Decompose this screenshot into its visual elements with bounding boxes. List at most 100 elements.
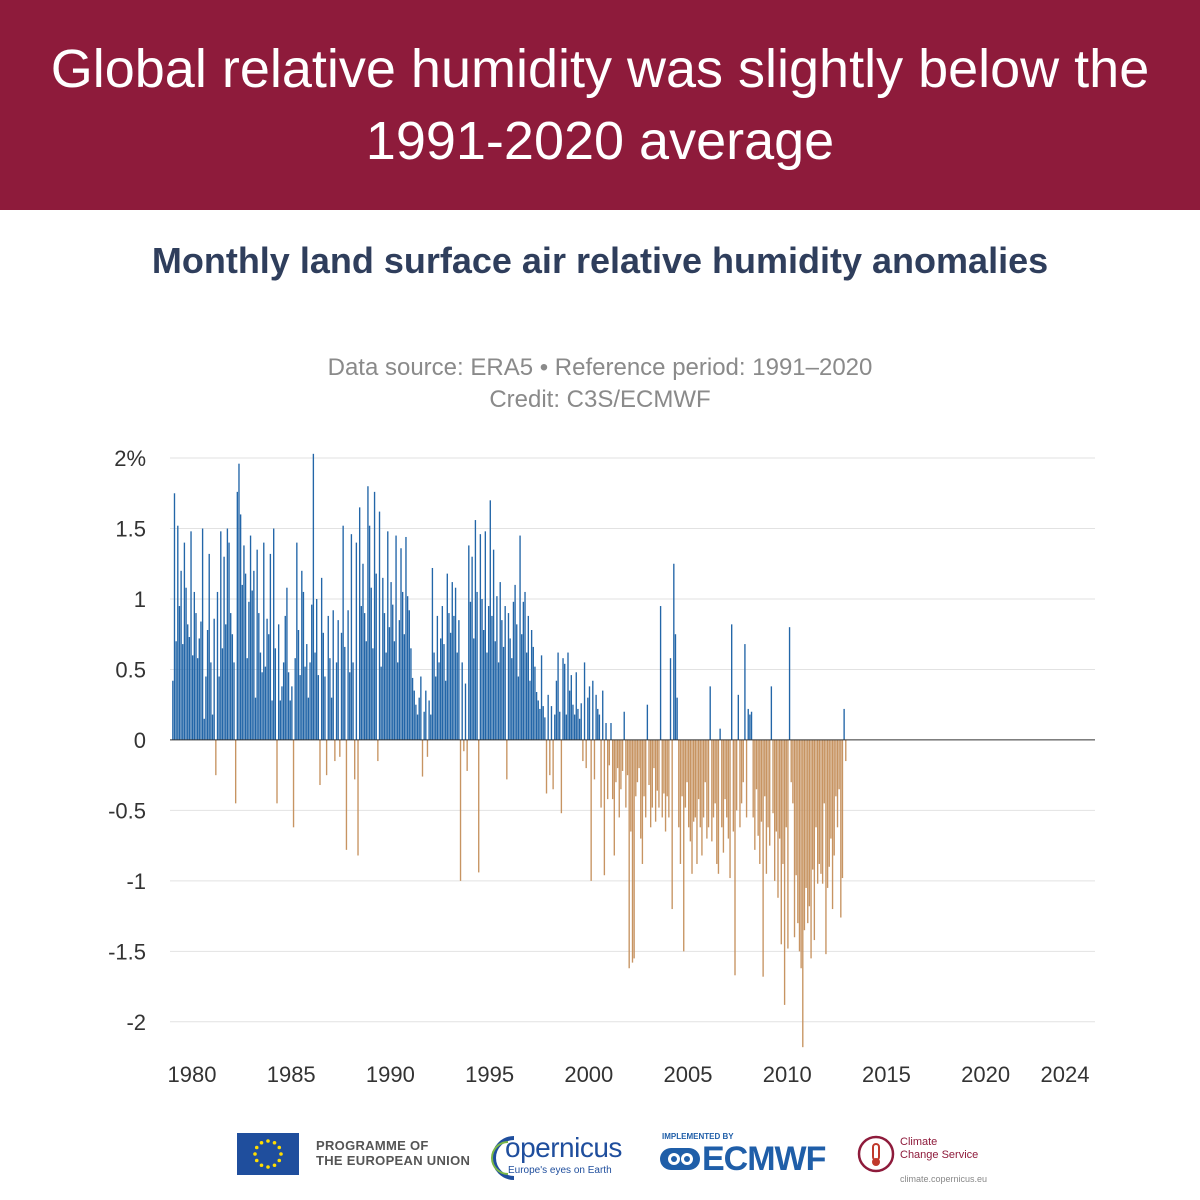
anomaly-bar xyxy=(418,697,420,740)
anomaly-bar xyxy=(826,739,829,888)
anomaly-bar xyxy=(845,739,847,762)
anomaly-bar xyxy=(661,739,663,818)
x-tick-label: 2015 xyxy=(862,1062,911,1087)
anomaly-bar xyxy=(540,655,543,740)
anomaly-bar xyxy=(266,618,268,740)
anomaly-bar xyxy=(489,500,491,740)
anomaly-bar xyxy=(550,706,553,740)
anomaly-bar xyxy=(397,662,399,740)
anomaly-bar xyxy=(798,739,801,952)
anomaly-bar xyxy=(783,739,786,1005)
anomaly-bar xyxy=(759,739,761,864)
anomaly-bar xyxy=(443,644,445,740)
anomaly-bar xyxy=(185,587,187,740)
anomaly-bar xyxy=(405,536,407,740)
anomaly-bar xyxy=(307,697,310,740)
anomaly-bar xyxy=(287,672,290,740)
eu-star-icon xyxy=(259,1163,264,1168)
climate-change-service-url: climate.copernicus.eu xyxy=(900,1174,988,1184)
anomaly-bar xyxy=(320,577,323,740)
anomaly-bar xyxy=(843,708,845,740)
anomaly-bar xyxy=(767,739,769,828)
anomaly-bar xyxy=(438,662,440,740)
eu-star-icon xyxy=(277,1158,282,1163)
anomaly-bar xyxy=(180,570,182,740)
anomaly-bar xyxy=(352,662,354,740)
anomaly-bar xyxy=(583,662,586,740)
anomaly-bar xyxy=(833,739,835,856)
anomaly-bar xyxy=(291,686,293,740)
anomaly-bar xyxy=(413,690,415,740)
anomaly-bar xyxy=(244,573,247,740)
anomaly-bar xyxy=(734,739,736,976)
anomaly-bar xyxy=(688,739,690,828)
anomaly-bar xyxy=(641,739,644,864)
ecmwf-implemented-by: IMPLEMENTED BY xyxy=(662,1132,734,1141)
anomaly-bar xyxy=(344,646,346,740)
anomaly-bar xyxy=(793,739,796,938)
anomaly-bar xyxy=(623,711,625,740)
anomaly-bar xyxy=(401,591,404,740)
anomaly-bar xyxy=(643,739,645,797)
anomaly-bar xyxy=(676,697,678,740)
eu-programme-text: PROGRAMME OF THE EUROPEAN UNION xyxy=(316,1138,470,1168)
anomaly-bar xyxy=(454,587,457,740)
anomaly-bar xyxy=(820,739,822,874)
anomaly-bar xyxy=(554,714,556,740)
anomaly-bar xyxy=(276,739,278,804)
anomaly-bar xyxy=(269,553,272,740)
anomaly-bar xyxy=(649,739,652,828)
x-tick-label: 2024 xyxy=(1041,1062,1090,1087)
anomaly-bar xyxy=(357,739,359,856)
anomaly-bar xyxy=(722,739,725,853)
anomaly-bar xyxy=(507,613,510,740)
anomaly-bar xyxy=(565,714,568,740)
anomaly-bar xyxy=(525,652,528,740)
anomaly-bar xyxy=(830,739,832,839)
anomaly-bar xyxy=(749,714,751,740)
anomaly-bar xyxy=(225,624,227,740)
anomaly-bar xyxy=(638,739,640,769)
anomaly-bar xyxy=(263,542,265,740)
chart-subtitle-source: Data source: ERA5 • Reference period: 19… xyxy=(327,354,873,381)
anomaly-bar xyxy=(400,548,402,740)
anomaly-bar xyxy=(461,662,463,740)
anomaly-bar xyxy=(668,739,670,818)
anomaly-bar xyxy=(828,739,830,867)
anomaly-bar xyxy=(486,652,488,740)
anomaly-bar xyxy=(248,601,250,740)
anomaly-bar xyxy=(633,739,635,959)
anomaly-bar xyxy=(256,549,258,740)
anomaly-bar xyxy=(615,739,617,783)
anomaly-bar xyxy=(757,739,759,836)
anomaly-bar xyxy=(760,739,763,822)
anomaly-bar xyxy=(213,618,215,740)
footer-logos: PROGRAMME OF THE EUROPEAN UNION opernicu… xyxy=(0,1120,1200,1200)
eu-star-icon xyxy=(259,1140,264,1145)
anomaly-bar xyxy=(220,531,222,740)
anomaly-bar xyxy=(778,739,781,839)
anomaly-bar xyxy=(521,634,523,740)
anomaly-bar xyxy=(816,739,819,884)
anomaly-bar xyxy=(172,680,174,740)
anomaly-bar xyxy=(772,739,774,814)
anomaly-bar xyxy=(395,535,397,740)
anomaly-bar xyxy=(337,620,339,740)
anomaly-bar xyxy=(669,658,672,740)
anomaly-bar xyxy=(431,567,434,740)
anomaly-bar xyxy=(363,613,366,740)
anomaly-bar xyxy=(241,584,243,740)
anomaly-bar xyxy=(659,606,662,740)
anomaly-bar xyxy=(251,590,253,740)
anomaly-bar xyxy=(502,646,505,740)
anomaly-bar xyxy=(365,641,367,740)
anomaly-bar xyxy=(739,739,741,828)
anomaly-bar xyxy=(699,739,701,828)
anomaly-bar xyxy=(775,739,778,832)
anomaly-bar xyxy=(835,739,837,797)
anomaly-bars xyxy=(172,453,847,1048)
anomaly-bar xyxy=(750,711,753,740)
anomaly-bar xyxy=(709,686,711,740)
anomaly-bar xyxy=(190,531,192,740)
anomaly-bar xyxy=(517,676,520,740)
